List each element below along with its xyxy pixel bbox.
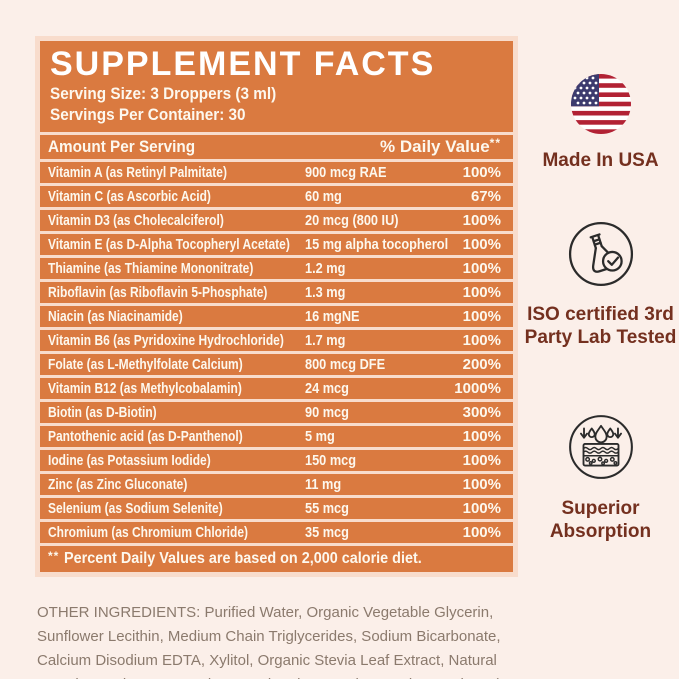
table-row: Chromium (as Chromium Chloride) 35 mcg 1… <box>40 522 513 543</box>
nutrient-amount: 900 mcg RAE <box>305 164 387 181</box>
nutrient-label: Niacin (as Niacinamide) <box>48 308 183 325</box>
table-row: Vitamin B6 (as Pyridoxine Hydrochloride)… <box>40 330 513 351</box>
table-row: Niacin (as Niacinamide) 16 mgNE 100% <box>40 306 513 327</box>
nutrient-amount: 20 mcg (800 IU) <box>305 212 399 229</box>
made-in-usa-badge: Made In USA <box>523 74 678 172</box>
nutrient-label: Vitamin C (as Ascorbic Acid) <box>48 188 211 205</box>
column-header-row: Amount Per Serving % Daily Value** <box>40 135 513 159</box>
nutrient-daily-value: 67% <box>470 188 501 205</box>
nutrient-label: Zinc (as Zinc Gluconate) <box>48 476 188 493</box>
nutrient-label: Thiamine (as Thiamine Mononitrate) <box>48 260 254 277</box>
nutrient-amount: 15 mg alpha tocopherol <box>305 236 449 253</box>
table-row: Selenium (as Sodium Selenite) 55 mcg 100… <box>40 498 513 519</box>
nutrient-label: Folate (as L-Methylfolate Calcium) <box>48 356 243 373</box>
nutrient-amount: 1.2 mg <box>305 260 346 277</box>
nutrient-label: Vitamin B6 (as Pyridoxine Hydrochloride) <box>48 332 284 349</box>
nutrient-label: Chromium (as Chromium Chloride) <box>48 524 249 541</box>
table-row: Vitamin A (as Retinyl Palmitate) 900 mcg… <box>40 162 513 183</box>
nutrient-label: Selenium (as Sodium Selenite) <box>48 500 223 517</box>
nutrient-daily-value: 100% <box>462 332 501 349</box>
daily-value-asterisks: ** <box>489 136 501 150</box>
serving-size-line: Serving Size: 3 Droppers (3 ml) <box>50 84 277 103</box>
nutrient-amount: 150 mcg <box>305 452 357 469</box>
other-ingredients-text: OTHER INGREDIENTS: Purified Water, Organ… <box>37 604 511 679</box>
nutrient-amount: 1.7 mg <box>305 332 346 349</box>
table-row: Folate (as L-Methylfolate Calcium) 800 m… <box>40 354 513 375</box>
table-row: Iodine (as Potassium Iodide) 150 mcg 100… <box>40 450 513 471</box>
nutrient-daily-value: 100% <box>462 476 501 493</box>
panel-header: SUPPLEMENT FACTS Serving Size: 3 Dropper… <box>40 41 513 132</box>
nutrient-amount: 16 mgNE <box>305 308 360 325</box>
nutrient-daily-value: 200% <box>462 356 501 373</box>
nutrient-amount: 55 mcg <box>305 500 349 517</box>
badge-label: ISO certified 3rd Party Lab Tested <box>524 304 677 348</box>
table-row: Biotin (as D-Biotin) 90 mcg 300% <box>40 402 513 423</box>
nutrient-daily-value: 100% <box>462 428 501 445</box>
nutrient-amount: 60 mg <box>305 188 342 205</box>
skin-absorption-icon <box>566 415 636 486</box>
nutrient-amount: 800 mcg DFE <box>305 356 386 373</box>
daily-value-header: % Daily Value** <box>380 136 501 156</box>
nutrient-daily-value: 100% <box>462 524 501 541</box>
nutrient-daily-value: 300% <box>462 404 501 421</box>
table-row: Zinc (as Zinc Gluconate) 11 mg 100% <box>40 474 513 495</box>
superior-absorption-badge: Superior Absorption <box>523 412 678 543</box>
nutrient-label: Vitamin B12 (as Methylcobalamin) <box>48 380 242 397</box>
footnote-asterisks: ** <box>48 549 60 563</box>
nutrient-amount: 35 mcg <box>305 524 349 541</box>
nutrient-daily-value: 100% <box>462 212 501 229</box>
supplement-facts-panel: SUPPLEMENT FACTS Serving Size: 3 Dropper… <box>35 36 518 577</box>
iso-certified-badge: ISO certified 3rd Party Lab Tested <box>523 220 678 349</box>
usa-flag-icon <box>570 74 631 138</box>
nutrient-daily-value: 100% <box>462 164 501 181</box>
badge-label: Made In USA <box>542 150 659 171</box>
amount-per-serving-header: Amount Per Serving <box>48 137 196 156</box>
nutrient-amount: 1.3 mg <box>305 284 346 301</box>
nutrient-daily-value: 100% <box>462 308 501 325</box>
nutrient-label: Iodine (as Potassium Iodide) <box>48 452 211 469</box>
servings-per-container-line: Servings Per Container: 30 <box>50 105 246 124</box>
table-row: Vitamin B12 (as Methylcobalamin) 24 mcg … <box>40 378 513 399</box>
nutrient-daily-value: 100% <box>462 500 501 517</box>
table-row: Riboflavin (as Riboflavin 5-Phosphate) 1… <box>40 282 513 303</box>
nutrient-daily-value: 1000% <box>454 380 501 397</box>
lab-flask-check-icon <box>567 221 635 292</box>
nutrient-label: Biotin (as D-Biotin) <box>48 404 157 421</box>
nutrient-label: Vitamin D3 (as Cholecalciferol) <box>48 212 224 229</box>
nutrient-amount: 90 mcg <box>305 404 349 421</box>
table-row: Thiamine (as Thiamine Mononitrate) 1.2 m… <box>40 258 513 279</box>
nutrient-amount: 24 mcg <box>305 380 349 397</box>
panel-title: SUPPLEMENT FACTS <box>50 45 436 83</box>
table-row: Vitamin E (as D-Alpha Tocopheryl Acetate… <box>40 234 513 255</box>
table-row: Pantothenic acid (as D-Panthenol) 5 mg 1… <box>40 426 513 447</box>
nutrient-daily-value: 100% <box>462 260 501 277</box>
footnote-text: Percent Daily Values are based on 2,000 … <box>64 550 423 567</box>
nutrient-daily-value: 100% <box>462 452 501 469</box>
nutrient-label: Pantothenic acid (as D-Panthenol) <box>48 428 243 445</box>
nutrient-amount: 5 mg <box>305 428 335 445</box>
nutrient-label: Riboflavin (as Riboflavin 5-Phosphate) <box>48 284 268 301</box>
nutrient-daily-value: 100% <box>462 236 501 253</box>
nutrient-amount: 11 mg <box>305 476 342 493</box>
badge-label: Superior Absorption <box>549 498 652 542</box>
table-row: Vitamin D3 (as Cholecalciferol) 20 mcg (… <box>40 210 513 231</box>
nutrient-label: Vitamin A (as Retinyl Palmitate) <box>48 164 227 181</box>
nutrient-daily-value: 100% <box>462 284 501 301</box>
footnote-row: ** Percent Daily Values are based on 2,0… <box>40 546 513 572</box>
table-row: Vitamin C (as Ascorbic Acid) 60 mg 67% <box>40 186 513 207</box>
nutrient-label: Vitamin E (as D-Alpha Tocopheryl Acetate… <box>48 236 290 253</box>
